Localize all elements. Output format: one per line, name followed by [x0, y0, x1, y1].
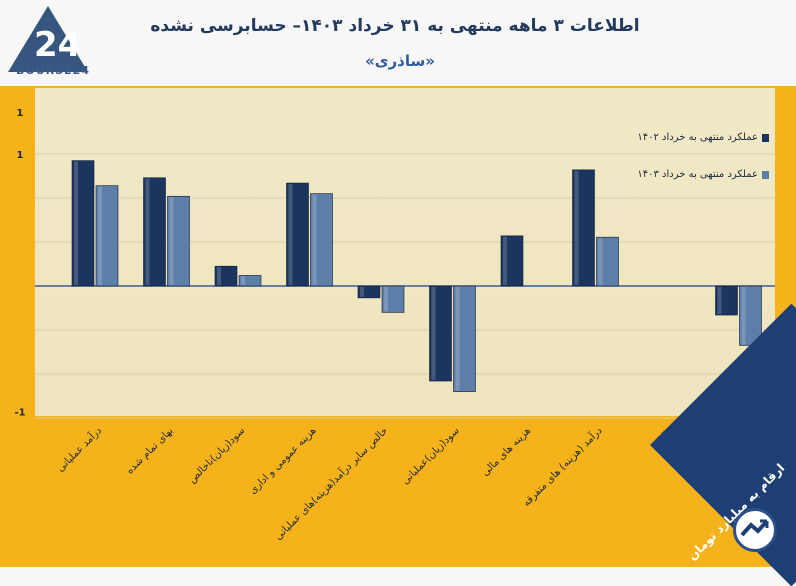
bar [214, 265, 238, 287]
bar [500, 235, 524, 287]
bourse24-logo: 24 [8, 6, 88, 72]
logo-text: BOURSE24 [16, 64, 90, 77]
bar [453, 285, 476, 392]
x-tick-label: درآمد (هزینه) های متفرقه [520, 424, 605, 509]
x-tick-label: بهای تمام شده [124, 425, 175, 476]
bar [715, 285, 738, 316]
bar [381, 285, 405, 313]
trend-arrow-glyph [740, 519, 769, 537]
bar-highlight [241, 276, 245, 285]
x-tick-label: سود(زیان)ناخالص [187, 425, 247, 485]
bar-highlight [74, 161, 78, 285]
chart-frame: -1 1 1 درآمد عملیاتی بهای تمام شده سود(زیان)ن… [0, 86, 796, 567]
bar-highlight [145, 178, 150, 285]
bar-highlight [169, 197, 174, 285]
x-tick-label: خالص سایر درآمد(هزینه)های عملیاتی [272, 424, 391, 543]
legend-swatch-1403 [762, 170, 769, 179]
legend-label-1403: عملکرد منتهی به خرداد ۱۴۰۳ [637, 169, 758, 180]
bar [596, 236, 619, 287]
company-subtitle: «ساذری» [365, 52, 435, 70]
trend-arrow-icon [733, 508, 777, 552]
bar [71, 160, 95, 287]
bar-highlight [598, 238, 603, 285]
y-tick-label: 1 [17, 108, 24, 119]
bar-highlight [741, 287, 746, 345]
x-tick-label: هزینه های مالی [480, 425, 533, 478]
bar [310, 193, 333, 287]
bar-highlight [455, 287, 460, 391]
bar [167, 195, 190, 287]
y-tick-label: 1 [17, 150, 24, 161]
x-tick-label: سود(زیان)عملیاتی [400, 425, 462, 487]
bar-highlight [431, 287, 436, 381]
bar [95, 185, 119, 287]
legend: عملکرد منتهی به خرداد ۱۴۰۲ عملکرد منتهی … [594, 132, 769, 206]
bar-highlight [384, 287, 388, 312]
bar [286, 182, 309, 287]
x-tick-label: درآمد عملیاتی [54, 424, 104, 474]
svg-text:24: 24 [34, 25, 81, 65]
legend-swatch-1402 [762, 133, 769, 142]
header: 24 BOURSE24 اطلاعات ۳ ماهه منتهی به ۳۱ خ… [0, 0, 796, 86]
bar-highlight [717, 287, 722, 315]
bar-highlight [312, 194, 317, 285]
bar-highlight [503, 236, 507, 285]
bar-highlight [574, 170, 579, 285]
bar [238, 275, 262, 287]
bar-highlight [360, 287, 364, 297]
bar-highlight [217, 267, 221, 285]
bar [143, 177, 166, 287]
legend-label-1402: عملکرد منتهی به خرداد ۱۴۰۲ [637, 132, 758, 143]
x-tick-label: هزینه عمومی و اداری [247, 425, 318, 496]
bar [572, 169, 595, 287]
bar-highlight [288, 184, 293, 285]
legend-item-1402: عملکرد منتهی به خرداد ۱۴۰۲ [594, 132, 769, 143]
bar-highlight [98, 186, 102, 285]
page-title: اطلاعات ۳ ماهه منتهی به ۳۱ خرداد ۱۴۰۳– ح… [150, 16, 640, 36]
y-tick-label: -1 [14, 407, 25, 418]
bar [429, 285, 452, 382]
bar [357, 285, 381, 299]
bar-chart: -1 1 1 درآمد عملیاتی بهای تمام شده سود(زیان)ن… [14, 108, 775, 543]
bar [525, 285, 547, 287]
legend-item-1403: عملکرد منتهی به خرداد ۱۴۰۳ [594, 169, 769, 180]
